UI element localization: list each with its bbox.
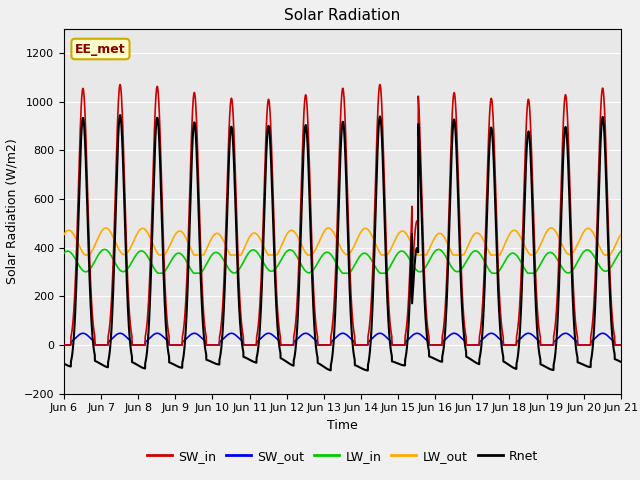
Rnet: [397, 362, 404, 368]
SW_in: [617, 342, 625, 348]
SW_out: [406, 334, 414, 340]
Rnet: [180, 354, 188, 360]
LW_out: [81, 252, 89, 258]
LW_out: [547, 225, 555, 231]
Title: Solar Radiation: Solar Radiation: [284, 9, 401, 24]
LW_in: [397, 248, 404, 254]
LW_in: [617, 249, 625, 254]
Line: LW_in: LW_in: [64, 250, 621, 273]
SW_in: [397, 342, 404, 348]
SW_out: [339, 330, 347, 336]
LW_out: [406, 239, 414, 245]
Rnet: [364, 368, 372, 373]
LW_in: [154, 270, 162, 276]
Rnet: [60, 360, 68, 366]
LW_in: [407, 258, 415, 264]
LW_out: [617, 231, 625, 237]
Y-axis label: Solar Radiation (W/m2): Solar Radiation (W/m2): [5, 138, 18, 284]
Text: EE_met: EE_met: [75, 43, 126, 56]
Rnet: [617, 359, 625, 365]
Rnet: [564, 162, 572, 168]
SW_out: [179, 338, 187, 344]
LW_out: [397, 228, 404, 234]
LW_in: [100, 247, 108, 252]
Rnet: [216, 356, 223, 362]
Rnet: [407, 270, 415, 276]
LW_out: [617, 232, 625, 238]
SW_out: [617, 342, 625, 348]
SW_in: [216, 334, 223, 340]
SW_out: [216, 339, 223, 345]
SW_out: [60, 342, 68, 348]
SW_in: [564, 128, 572, 133]
SW_in: [617, 342, 625, 348]
LW_out: [180, 231, 188, 237]
SW_in: [60, 342, 68, 348]
SW_in: [376, 82, 384, 87]
Line: SW_out: SW_out: [64, 333, 621, 345]
LW_in: [60, 250, 68, 256]
LW_in: [617, 249, 625, 254]
Line: LW_out: LW_out: [64, 228, 621, 255]
Legend: SW_in, SW_out, LW_in, LW_out, Rnet: SW_in, SW_out, LW_in, LW_out, Rnet: [142, 444, 543, 468]
LW_out: [216, 232, 223, 238]
SW_in: [179, 329, 187, 335]
LW_in: [180, 254, 188, 260]
X-axis label: Time: Time: [327, 419, 358, 432]
SW_out: [397, 342, 404, 348]
Rnet: [617, 359, 625, 365]
SW_out: [617, 342, 625, 348]
SW_in: [406, 248, 414, 254]
Line: SW_in: SW_in: [64, 84, 621, 345]
SW_out: [564, 331, 572, 337]
LW_out: [564, 251, 572, 257]
LW_out: [60, 231, 68, 237]
Line: Rnet: Rnet: [64, 115, 621, 371]
Rnet: [116, 112, 124, 118]
LW_in: [216, 252, 223, 257]
LW_in: [564, 270, 572, 276]
